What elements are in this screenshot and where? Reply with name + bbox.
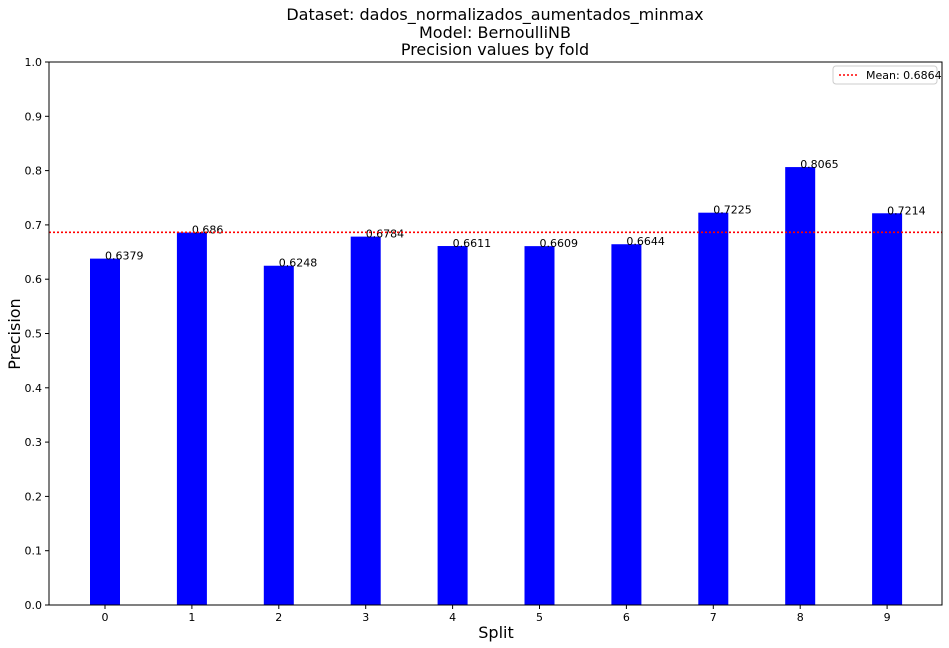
bar-split-6 bbox=[611, 244, 642, 605]
data-label-split-7: 0.7225 bbox=[713, 204, 752, 217]
y-tick-label: 0.5 bbox=[25, 328, 43, 341]
data-label-split-9: 0.7214 bbox=[887, 204, 926, 217]
x-tick-label: 7 bbox=[710, 611, 717, 624]
y-tick-label: 0.7 bbox=[25, 219, 43, 232]
y-axis-title: Precision bbox=[5, 298, 24, 369]
data-label-split-3: 0.6784 bbox=[366, 228, 405, 241]
data-label-split-2: 0.6248 bbox=[279, 257, 318, 270]
y-tick-label: 0.0 bbox=[25, 599, 43, 612]
bar-split-1 bbox=[176, 232, 207, 605]
x-tick-label: 2 bbox=[275, 611, 282, 624]
bar-split-0 bbox=[90, 258, 120, 605]
y-tick-label: 0.6 bbox=[25, 273, 43, 286]
data-label-split-0: 0.6379 bbox=[105, 250, 144, 263]
data-labels: 0.6379 0.686 0.6248 0.6784 0.6611 0.6609 0.664… bbox=[105, 158, 926, 270]
legend: Mean: 0.6864 bbox=[832, 65, 942, 85]
bar-split-9 bbox=[872, 213, 903, 606]
bar-split-7 bbox=[698, 212, 729, 605]
y-tick-label: 0.3 bbox=[25, 436, 43, 449]
y-tick-label: 0.2 bbox=[25, 490, 43, 503]
x-tick-label: 4 bbox=[449, 611, 456, 624]
chart-title: Dataset: dados_normalizados_aumentados_m… bbox=[286, 5, 703, 59]
chart-title-line-3: Precision values by fold bbox=[401, 40, 589, 59]
y-tick-label: 0.4 bbox=[25, 382, 43, 395]
y-tick-label: 0.1 bbox=[25, 545, 43, 558]
bar-split-3 bbox=[350, 236, 381, 606]
x-tick-label: 3 bbox=[362, 611, 369, 624]
bars bbox=[90, 167, 903, 606]
x-axis-title: Split bbox=[478, 623, 513, 642]
bar-split-2 bbox=[263, 265, 294, 605]
data-label-split-8: 0.8065 bbox=[800, 158, 839, 171]
x-tick-label: 5 bbox=[536, 611, 543, 624]
bar-split-8 bbox=[785, 167, 816, 605]
chart-title-line-1: Dataset: dados_normalizados_aumentados_m… bbox=[286, 5, 703, 25]
data-label-split-6: 0.6644 bbox=[626, 235, 665, 248]
chart-title-line-2: Model: BernoulliNB bbox=[419, 23, 571, 42]
x-tick-label: 9 bbox=[884, 611, 891, 624]
data-label-split-1: 0.686 bbox=[192, 224, 224, 237]
x-axis-ticks: 0 1 2 3 4 5 6 7 8 9 bbox=[102, 605, 891, 624]
x-tick-label: 6 bbox=[623, 611, 630, 624]
bar-split-5 bbox=[524, 246, 555, 606]
x-tick-label: 1 bbox=[188, 611, 195, 624]
legend-box bbox=[832, 65, 938, 85]
y-axis-ticks: 0.0 0.1 0.2 0.3 0.4 0.5 0.6 0.7 0.8 0.9 1.0 bbox=[25, 56, 49, 612]
y-tick-label: 0.8 bbox=[25, 165, 43, 178]
data-label-split-4: 0.6611 bbox=[453, 237, 492, 250]
x-tick-label: 8 bbox=[797, 611, 804, 624]
bar-split-4 bbox=[437, 246, 468, 605]
y-tick-label: 0.9 bbox=[25, 110, 43, 123]
legend-mean-label: Mean: 0.6864 bbox=[866, 69, 942, 82]
x-tick-label: 0 bbox=[102, 611, 109, 624]
data-label-split-5: 0.6609 bbox=[540, 237, 579, 250]
y-tick-label: 1.0 bbox=[25, 56, 43, 69]
